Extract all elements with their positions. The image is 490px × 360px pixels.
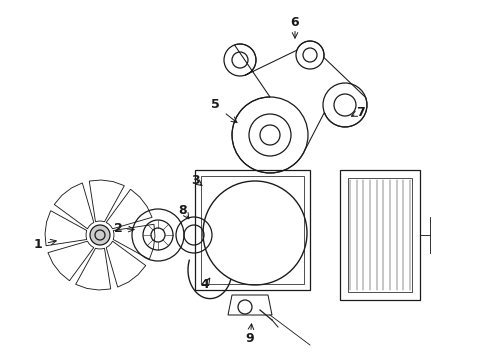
Circle shape (90, 225, 110, 245)
Bar (195, 170, 310, 290)
Text: 1: 1 (34, 238, 42, 252)
Text: 5: 5 (211, 99, 220, 112)
Text: 3: 3 (191, 174, 199, 186)
Text: 6: 6 (291, 15, 299, 28)
Text: 8: 8 (179, 203, 187, 216)
Bar (340, 170, 420, 300)
Bar (348, 178, 412, 292)
Bar (201, 176, 304, 284)
Text: 7: 7 (356, 105, 365, 118)
Text: 4: 4 (200, 279, 209, 292)
Text: 2: 2 (114, 221, 122, 234)
Text: 9: 9 (245, 332, 254, 345)
